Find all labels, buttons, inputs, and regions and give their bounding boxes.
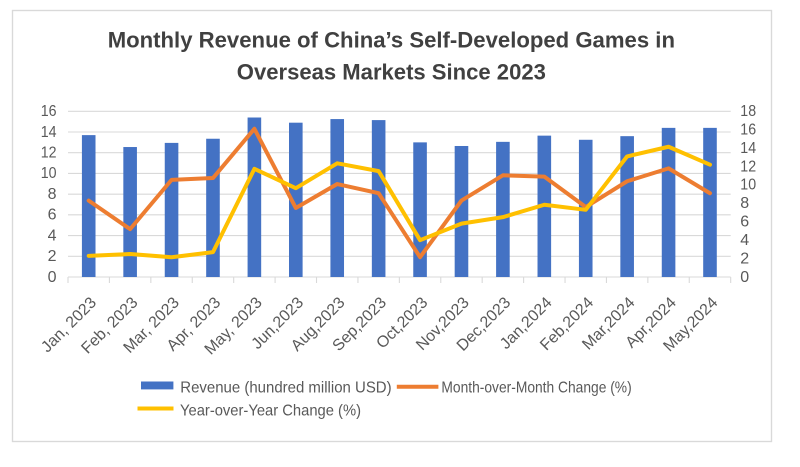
svg-text:2: 2: [48, 248, 57, 265]
svg-text:10: 10: [41, 165, 57, 182]
svg-text:Year-over-Year Change (%): Year-over-Year Change (%): [180, 403, 361, 420]
svg-text:4: 4: [48, 227, 57, 244]
svg-text:2: 2: [740, 250, 749, 267]
svg-text:0: 0: [48, 269, 57, 286]
svg-text:8: 8: [48, 186, 57, 203]
svg-text:18: 18: [740, 103, 756, 120]
svg-text:12: 12: [41, 145, 57, 162]
svg-text:Monthly Revenue of China’s Sel: Monthly Revenue of China’s Self-Develope…: [108, 28, 675, 53]
svg-text:14: 14: [41, 124, 57, 141]
svg-text:6: 6: [740, 214, 749, 231]
svg-text:10: 10: [740, 177, 756, 194]
svg-text:16: 16: [41, 103, 57, 120]
svg-text:14: 14: [740, 140, 756, 157]
svg-text:0: 0: [740, 269, 749, 286]
svg-text:8: 8: [740, 195, 749, 212]
svg-text:Overseas Markets Since 2023: Overseas Markets Since 2023: [237, 59, 546, 84]
svg-text:16: 16: [740, 122, 756, 139]
svg-text:Month-over-Month Change (%): Month-over-Month Change (%): [441, 380, 631, 397]
svg-text:4: 4: [740, 232, 749, 249]
svg-text:6: 6: [48, 207, 57, 224]
svg-text:Revenue (hundred million USD): Revenue (hundred million USD): [180, 380, 391, 397]
svg-text:12: 12: [740, 158, 756, 175]
